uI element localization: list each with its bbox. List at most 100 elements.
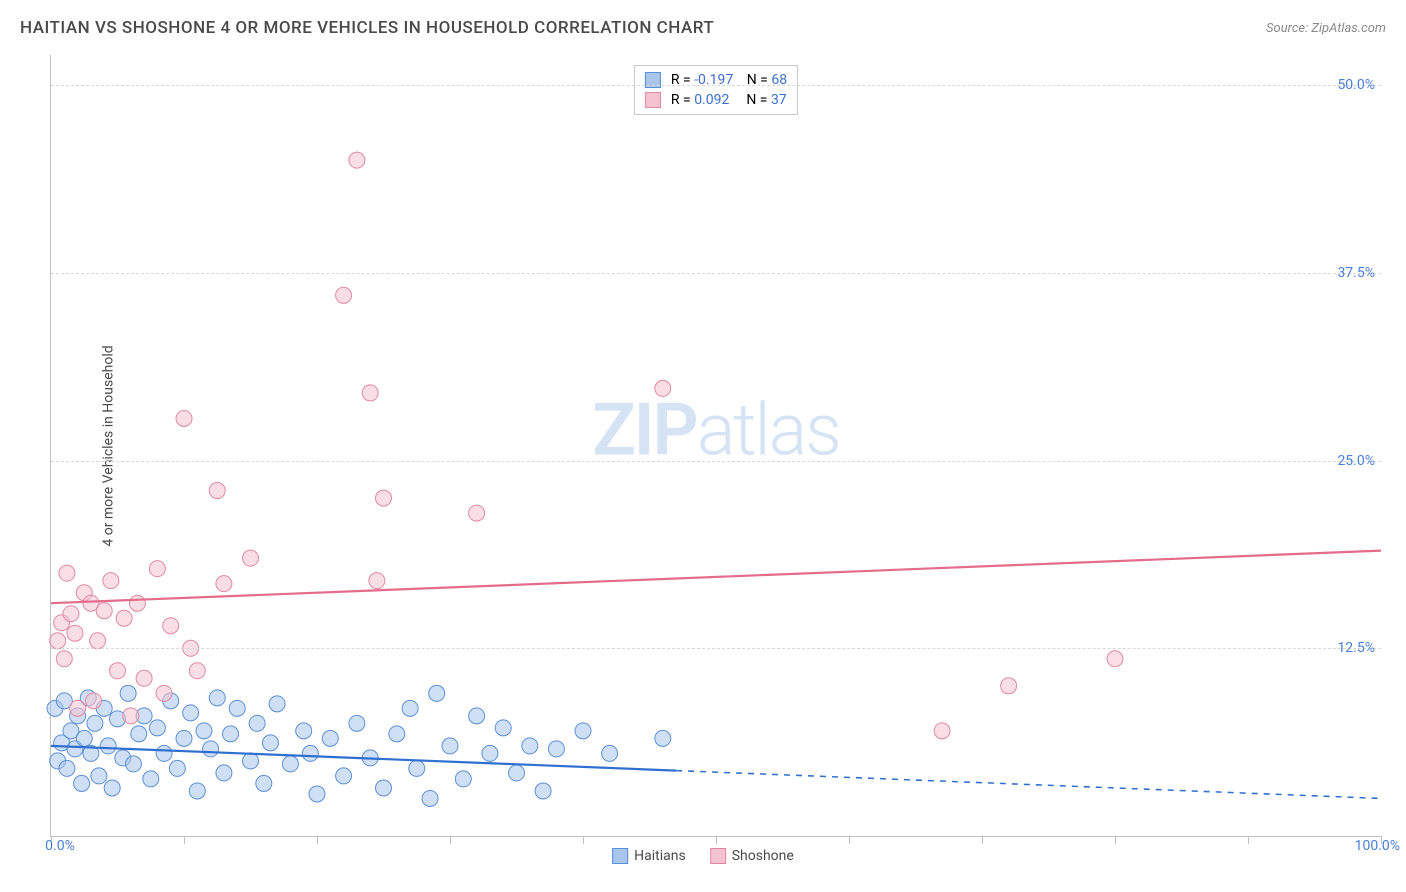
data-point <box>74 775 90 791</box>
data-point <box>183 705 199 721</box>
gridline <box>51 648 1381 649</box>
data-point <box>125 756 141 772</box>
y-tick-label: 25.0% <box>1337 453 1375 469</box>
data-point <box>229 700 245 716</box>
data-point <box>123 708 139 724</box>
legend-swatch-haitians <box>612 848 628 864</box>
correlation-stats-box: R = -0.197 N = 68 R = 0.092 N = 37 <box>634 65 798 115</box>
data-point <box>309 786 325 802</box>
y-tick-label: 12.5% <box>1337 640 1375 656</box>
data-point <box>429 685 445 701</box>
n-value-shoshone: 37 <box>771 92 787 108</box>
chart-plot-area: ZIPatlas R = -0.197 N = 68 R = 0.092 N =… <box>50 55 1381 837</box>
data-point <box>196 723 212 739</box>
legend-label-shoshone: Shoshone <box>732 848 794 864</box>
trend-line <box>51 746 676 771</box>
data-point <box>336 287 352 303</box>
data-point <box>90 633 106 649</box>
data-point <box>602 745 618 761</box>
stats-row-haitians: R = -0.197 N = 68 <box>645 70 787 90</box>
data-point <box>76 730 92 746</box>
data-point <box>169 760 185 776</box>
data-point <box>67 625 83 641</box>
data-point <box>216 765 232 781</box>
data-point <box>409 760 425 776</box>
data-point <box>655 730 671 746</box>
x-tick <box>317 836 318 844</box>
data-point <box>469 505 485 521</box>
data-point <box>535 783 551 799</box>
data-point <box>129 595 145 611</box>
data-point <box>131 726 147 742</box>
gridline <box>51 273 1381 274</box>
stats-row-shoshone: R = 0.092 N = 37 <box>645 90 787 110</box>
x-tick <box>583 836 584 844</box>
data-point <box>1107 651 1123 667</box>
data-point <box>120 685 136 701</box>
data-point <box>362 385 378 401</box>
data-point <box>116 610 132 626</box>
data-point <box>655 380 671 396</box>
data-point <box>296 723 312 739</box>
trend-line-extrapolated <box>676 771 1381 799</box>
data-point <box>469 708 485 724</box>
data-point <box>110 663 126 679</box>
data-point <box>376 780 392 796</box>
legend-swatch-shoshone <box>710 848 726 864</box>
data-point <box>402 700 418 716</box>
data-point <box>256 775 272 791</box>
data-point <box>262 735 278 751</box>
x-tick <box>849 836 850 844</box>
data-point <box>302 745 318 761</box>
legend-item-shoshone: Shoshone <box>710 848 794 864</box>
data-point <box>209 690 225 706</box>
data-point <box>376 490 392 506</box>
data-point <box>934 723 950 739</box>
x-tick <box>982 836 983 844</box>
swatch-shoshone <box>645 92 661 108</box>
data-point <box>189 783 205 799</box>
data-point <box>50 633 66 649</box>
data-point <box>322 730 338 746</box>
data-point <box>100 738 116 754</box>
legend-item-haitians: Haitians <box>612 848 686 864</box>
x-max-label: 100.0% <box>1355 838 1400 854</box>
data-point <box>156 685 172 701</box>
source-attribution: Source: ZipAtlas.com <box>1266 21 1386 36</box>
data-point <box>149 720 165 736</box>
data-point <box>96 603 112 619</box>
data-point <box>59 565 75 581</box>
data-point <box>103 573 119 589</box>
data-point <box>216 576 232 592</box>
y-tick-label: 37.5% <box>1337 265 1375 281</box>
data-point <box>249 715 265 731</box>
x-tick <box>1115 836 1116 844</box>
data-point <box>143 771 159 787</box>
data-point <box>336 768 352 784</box>
data-point <box>1001 678 1017 694</box>
data-point <box>269 696 285 712</box>
r-value-shoshone: 0.092 <box>694 92 729 108</box>
data-point <box>243 550 259 566</box>
data-point <box>176 410 192 426</box>
data-point <box>243 753 259 769</box>
data-point <box>209 483 225 499</box>
data-point <box>282 756 298 772</box>
data-point <box>91 768 107 784</box>
data-point <box>189 663 205 679</box>
data-point <box>422 790 438 806</box>
data-point <box>455 771 471 787</box>
data-point <box>442 738 458 754</box>
data-point <box>349 715 365 731</box>
data-point <box>369 573 385 589</box>
scatter-svg <box>51 55 1381 836</box>
data-point <box>59 760 75 776</box>
data-point <box>176 730 192 746</box>
y-tick-label: 50.0% <box>1337 77 1375 93</box>
legend-label-haitians: Haitians <box>634 848 686 864</box>
legend: Haitians Shoshone <box>612 848 794 864</box>
x-tick <box>450 836 451 844</box>
gridline <box>51 85 1381 86</box>
x-min-label: 0.0% <box>45 838 75 854</box>
data-point <box>482 745 498 761</box>
